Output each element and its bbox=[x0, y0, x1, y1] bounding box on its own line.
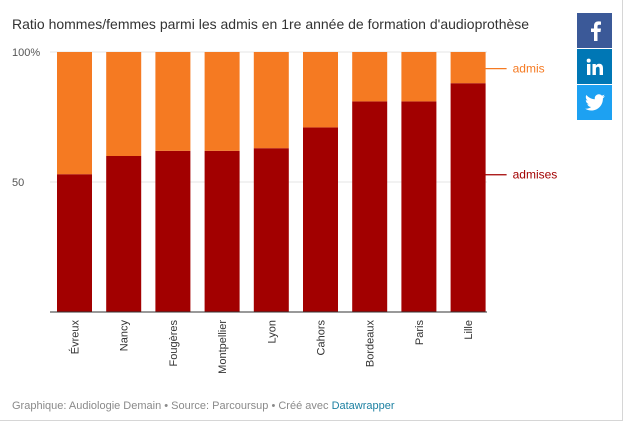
chart-footer: Graphique: Audiologie Demain • Source: P… bbox=[12, 400, 395, 412]
x-tick-label: Évreux bbox=[69, 320, 82, 355]
x-tick-label: Lille bbox=[463, 320, 475, 340]
x-tick-label: Lyon bbox=[266, 320, 278, 343]
linkedin-icon bbox=[586, 58, 603, 75]
bar-admis-0 bbox=[57, 52, 92, 175]
bar-admises-6 bbox=[352, 101, 388, 313]
footer-credits: Graphique: Audiologie Demain • Source: P… bbox=[12, 400, 329, 412]
x-tick-label: Cahors bbox=[316, 320, 328, 356]
bar-admises-2 bbox=[155, 150, 191, 312]
x-tick-label: Bordeaux bbox=[365, 320, 377, 368]
y-tick-label: 50 bbox=[12, 177, 24, 189]
y-tick-label: 100% bbox=[12, 47, 40, 59]
bar-admises-8 bbox=[450, 83, 486, 312]
bar-admis-3 bbox=[204, 52, 240, 151]
bar-admises-4 bbox=[253, 148, 289, 312]
bar-admises-7 bbox=[401, 101, 437, 313]
bar-admises-0 bbox=[57, 174, 92, 312]
twitter-share-button[interactable] bbox=[577, 85, 612, 120]
legend-label-admises: admises bbox=[513, 168, 558, 182]
bar-admis-1 bbox=[106, 52, 142, 156]
chart-title: Ratio hommes/femmes parmi les admis en 1… bbox=[12, 16, 530, 32]
bar-admis-6 bbox=[352, 52, 388, 102]
bar-admis-2 bbox=[155, 52, 191, 151]
x-tick-label: Montpellier bbox=[217, 320, 229, 374]
x-tick-label: Fougères bbox=[168, 320, 180, 367]
x-tick-label: Nancy bbox=[119, 320, 131, 352]
datawrapper-link[interactable]: Datawrapper bbox=[331, 400, 395, 412]
facebook-icon bbox=[590, 20, 601, 41]
legend-label-admis: admis bbox=[513, 62, 545, 76]
bar-admis-5 bbox=[303, 52, 338, 128]
bar-admis-8 bbox=[450, 52, 486, 84]
bar-admis-4 bbox=[253, 52, 289, 149]
bar-admises-5 bbox=[303, 127, 338, 313]
twitter-icon bbox=[584, 94, 605, 111]
bar-admises-3 bbox=[204, 150, 240, 312]
bar-admises-1 bbox=[106, 156, 142, 312]
bar-admis-7 bbox=[401, 52, 437, 102]
x-tick-label: Paris bbox=[414, 320, 426, 346]
facebook-share-button[interactable] bbox=[577, 13, 612, 48]
linkedin-share-button[interactable] bbox=[577, 49, 612, 84]
